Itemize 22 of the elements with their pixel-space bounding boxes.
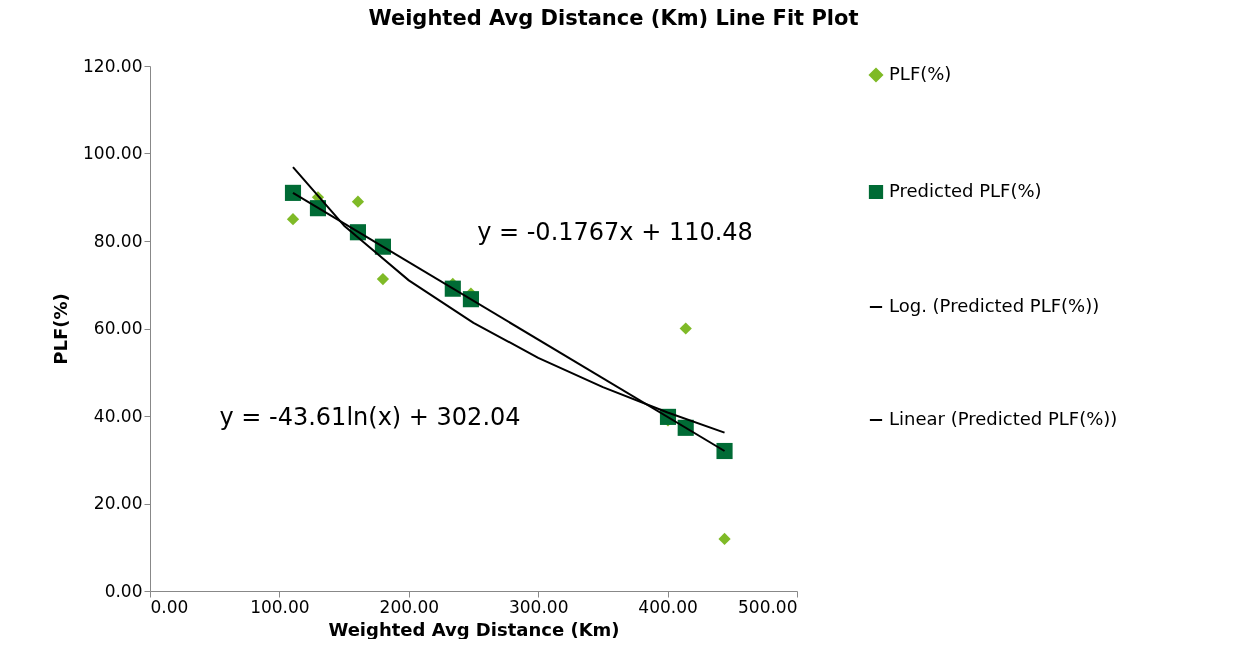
x-tick-label: 100.00 (250, 596, 310, 617)
y-tick-label: 120.00 (83, 55, 143, 76)
legend-label: PLF(%) (889, 63, 952, 84)
y-tick-label: 0.00 (104, 580, 143, 601)
y-tick-label: 80.00 (93, 230, 143, 251)
annotation: y = -0.1767x + 110.48 (477, 218, 753, 246)
x-tick-label: 300.00 (508, 596, 569, 617)
x-tick-label: 400.00 (638, 596, 698, 617)
x-axis-title: Weighted Avg Distance (Km) (328, 618, 620, 640)
chart-title: Weighted Avg Distance (Km) Line Fit Plot (368, 6, 859, 30)
legend-label: Log. (Predicted PLF(%)) (889, 295, 1100, 316)
legend-label: Predicted PLF(%) (889, 180, 1042, 201)
y-tick-label: 100.00 (83, 143, 143, 163)
legend-label: Linear (Predicted PLF(%)) (889, 408, 1118, 429)
x-tick-label: 0.00 (150, 596, 189, 617)
annotation: y = -43.61ln(x) + 302.04 (219, 403, 521, 431)
y-tick-label: 20.00 (93, 493, 143, 513)
y-tick-label: 40.00 (93, 405, 143, 426)
y-tick-label: 60.00 (93, 318, 143, 338)
x-tick-label: 500.00 (738, 596, 798, 617)
y-axis-title: PLF(%) (50, 293, 72, 365)
x-tick-label: 200.00 (379, 596, 440, 617)
